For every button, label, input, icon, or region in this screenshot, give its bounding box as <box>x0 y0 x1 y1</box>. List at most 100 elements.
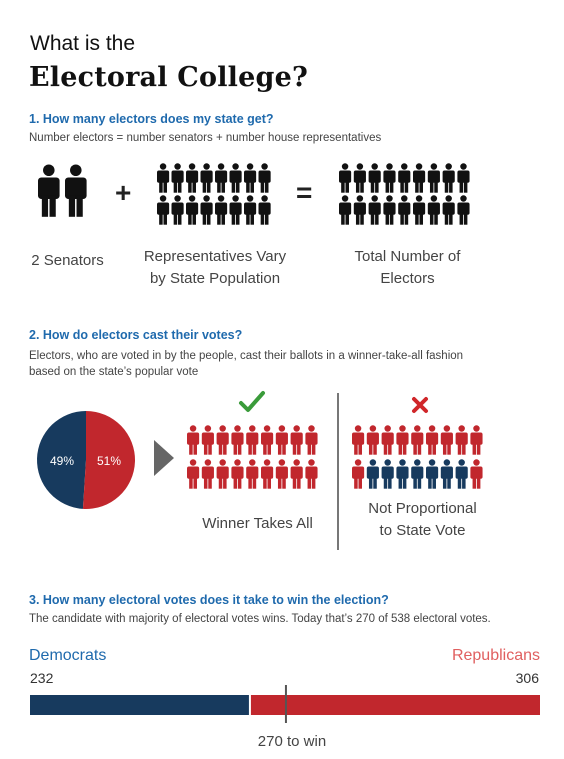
person-icon <box>157 195 170 225</box>
winner-takes-all-icons <box>187 425 322 496</box>
democrats-votes: 232 <box>30 670 54 686</box>
representatives-icon-group <box>157 163 277 234</box>
person-icon <box>413 163 426 193</box>
section2-description-line-1: Electors, who are voted in by the people… <box>29 350 464 362</box>
person-icon <box>352 459 365 489</box>
person-icon <box>457 195 470 225</box>
person-icon <box>215 195 228 225</box>
bar-segment-republicans <box>250 695 540 715</box>
equals-sign: = <box>296 177 313 208</box>
person-icon <box>216 425 229 455</box>
caption-not-proportional-line-2: to State Vote <box>379 522 466 539</box>
person-icon <box>440 459 453 489</box>
person-icon <box>470 425 483 455</box>
section2-description: Electors, who are voted in by the people… <box>29 348 463 380</box>
pie-label-democrats: 49% <box>50 454 74 468</box>
caption-representatives-line-2: by State Population <box>149 270 281 287</box>
person-icon <box>396 425 409 455</box>
total-elector-person-icons <box>339 163 470 225</box>
person-icon <box>339 163 352 193</box>
divider <box>337 393 339 550</box>
person-icon <box>398 163 411 193</box>
person-icon <box>215 163 228 193</box>
threshold-label: 270 to win <box>257 733 327 750</box>
republicans-label: Republicans <box>451 647 540 664</box>
person-icon <box>171 195 184 225</box>
person-icon <box>244 195 257 225</box>
republicans-votes: 306 <box>515 670 539 686</box>
person-icon <box>381 459 394 489</box>
person-icon <box>352 425 365 455</box>
caption-representatives-line-1: Representatives Vary <box>143 248 287 265</box>
person-icon <box>411 459 424 489</box>
person-icon <box>290 459 303 489</box>
plus-sign: + <box>115 177 132 208</box>
total-icon-group <box>339 163 474 234</box>
section3-description: The candidate with majority of electoral… <box>29 613 491 625</box>
caption-total-line-1: Total Number of <box>354 248 461 265</box>
person-icon <box>339 195 352 225</box>
electoral-vote-bar <box>30 685 540 730</box>
person-icon <box>383 195 396 225</box>
caption-total: Total Number of Electors <box>330 246 485 290</box>
person-icon <box>455 459 468 489</box>
question-2: 2. How do electors cast their votes? <box>29 328 243 342</box>
person-icon <box>38 164 60 217</box>
person-icon <box>229 195 242 225</box>
person-icon <box>171 163 184 193</box>
caption-representatives: Representatives Vary by State Population <box>130 246 300 290</box>
winner-elector-person-icons <box>187 425 318 489</box>
caption-senators: 2 Senators <box>31 252 104 269</box>
caption-winner-takes-all: Winner Takes All <box>202 515 313 532</box>
person-icon <box>366 425 379 455</box>
person-icon <box>366 459 379 489</box>
person-icon <box>201 459 214 489</box>
person-icon <box>231 425 244 455</box>
person-icon <box>426 425 439 455</box>
person-icon <box>157 163 170 193</box>
person-icon <box>246 425 259 455</box>
person-icon <box>200 163 213 193</box>
person-icon <box>396 459 409 489</box>
person-icon <box>216 459 229 489</box>
person-icon <box>442 195 455 225</box>
person-icon <box>244 163 257 193</box>
section2-description-line-2: based on the state’s popular vote <box>29 366 199 378</box>
person-icon <box>413 195 426 225</box>
check-icon <box>239 390 265 419</box>
person-icon <box>305 459 318 489</box>
person-icon <box>353 195 366 225</box>
not-proportional-icons <box>352 425 487 496</box>
person-icon <box>411 425 424 455</box>
person-icon <box>368 195 381 225</box>
cross-icon <box>411 396 429 419</box>
person-icon <box>353 163 366 193</box>
formula-text: Number electors = number senators + numb… <box>29 132 382 144</box>
person-icon <box>290 425 303 455</box>
person-icon <box>470 459 483 489</box>
person-icon <box>426 459 439 489</box>
person-icon <box>398 195 411 225</box>
popular-vote-pie: 49% 51% <box>36 410 136 515</box>
democrats-label: Democrats <box>29 647 107 664</box>
title-line-1: What is the <box>30 32 136 55</box>
person-icon <box>246 459 259 489</box>
person-icon <box>258 195 271 225</box>
person-icon <box>427 195 440 225</box>
page-title: Electoral College? <box>29 62 308 93</box>
representative-person-icons <box>157 163 271 225</box>
person-icon <box>275 459 288 489</box>
pie-slice-republicans <box>82 411 135 509</box>
person-icon <box>186 163 199 193</box>
bar-segment-democrats <box>30 695 249 715</box>
person-icon <box>229 163 242 193</box>
caption-total-line-2: Electors <box>380 270 435 287</box>
person-icon <box>187 459 200 489</box>
person-icon <box>186 195 199 225</box>
person-icon <box>258 163 271 193</box>
question-3: 3. How many electoral votes does it take… <box>29 593 389 607</box>
person-icon <box>187 425 200 455</box>
person-icon <box>275 425 288 455</box>
person-icon <box>261 425 274 455</box>
person-icon <box>440 425 453 455</box>
